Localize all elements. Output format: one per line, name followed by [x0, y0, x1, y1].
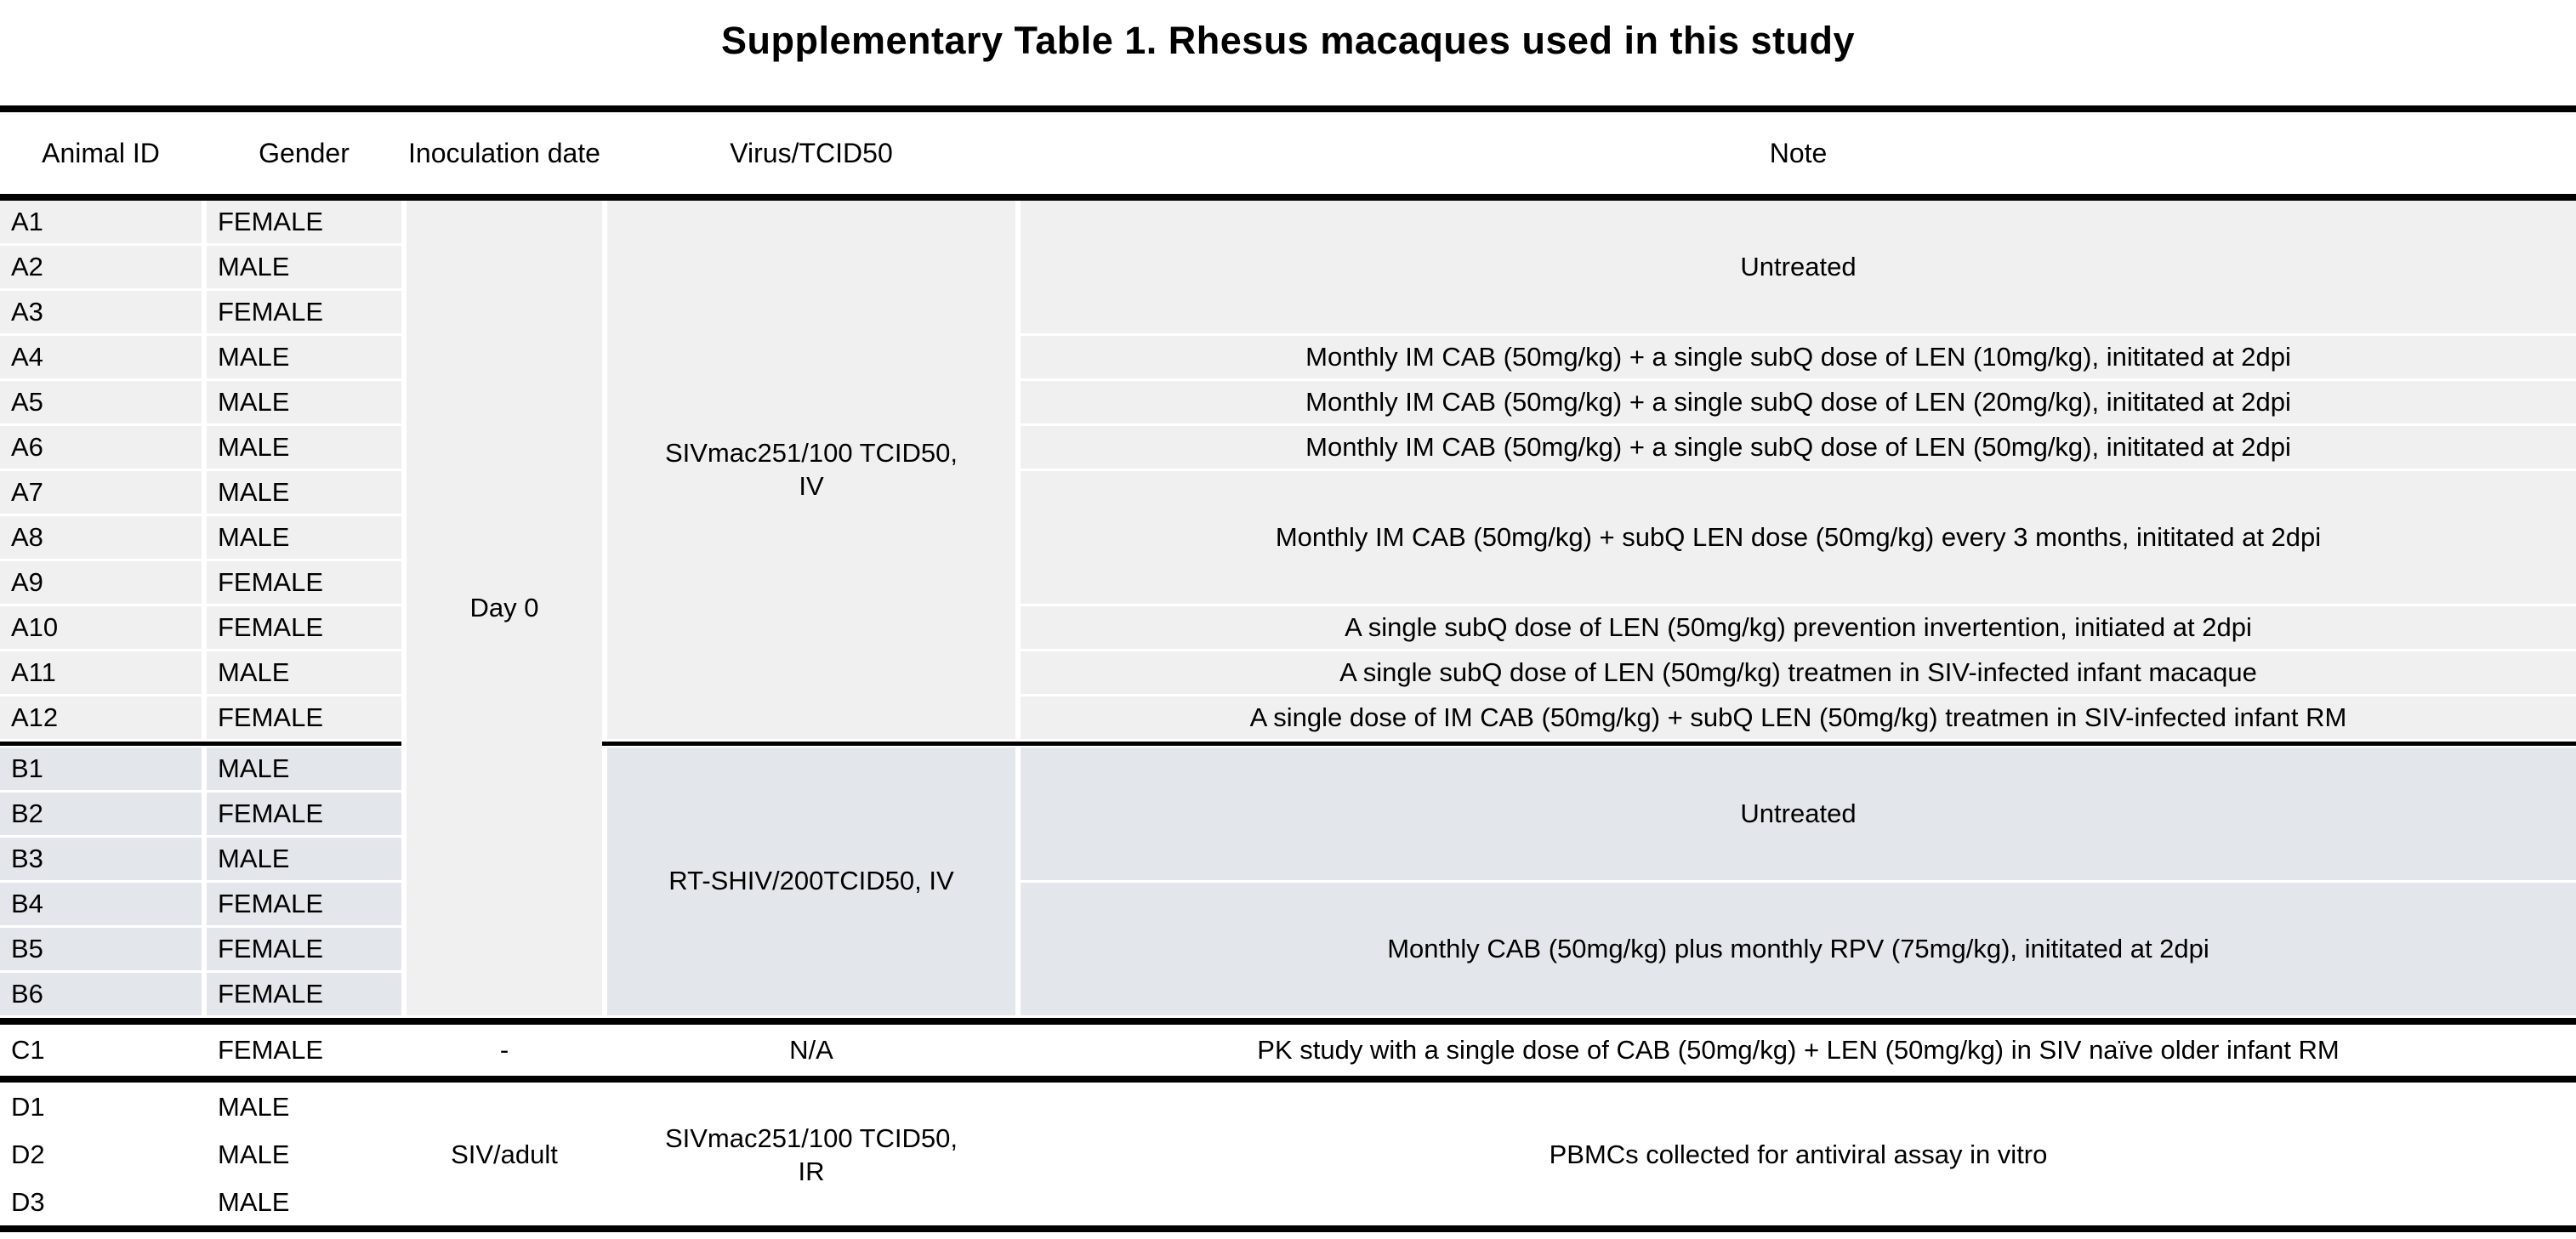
gender-cell: FEMALE [207, 793, 401, 835]
bottom-rule [0, 1225, 2576, 1232]
header-note: Note [1769, 138, 1828, 168]
separator-a-b-left [0, 742, 401, 746]
table-body: A1 FEMALE A2 MALE A3 FEMALE A4 MALE A5 M… [0, 201, 2576, 1232]
inoculation-date-cell-d: SIV/adult [451, 1140, 558, 1170]
animal-id-cell: A1 [0, 201, 202, 243]
gender-cell: FEMALE [207, 606, 401, 649]
gender-cell: MALE [207, 426, 401, 469]
note-cell-b1-b3: Untreated [1021, 747, 2576, 880]
animal-id-cell: A4 [0, 336, 202, 378]
note-cell-a10: A single subQ dose of LEN (50mg/kg) prev… [1021, 606, 2576, 649]
animal-id-cell: A6 [0, 426, 202, 469]
gender-cell: MALE [207, 246, 401, 288]
gender-cell: MALE [207, 381, 401, 423]
virus-cell-d: SIVmac251/100 TCID50, IR [664, 1122, 958, 1186]
note-cell-a6: Monthly IM CAB (50mg/kg) + a single subQ… [1021, 426, 2576, 469]
note-cell-a1-a3: Untreated [1021, 201, 2576, 333]
gender-cell: MALE [207, 516, 401, 559]
virus-cell-b: RT-SHIV/200TCID50, IV [607, 747, 1015, 1015]
table-header-row: Animal ID Gender Inoculation date Virus/… [0, 112, 2576, 194]
note-cell-a7-a9: Monthly IM CAB (50mg/kg) + subQ LEN dose… [1021, 471, 2576, 604]
virus-cell-a: SIVmac251/100 TCID50, IV [607, 201, 1015, 739]
note-cell-a4: Monthly IM CAB (50mg/kg) + a single subQ… [1021, 336, 2576, 378]
animal-id-cell: A5 [0, 381, 202, 423]
macaques-table: Animal ID Gender Inoculation date Virus/… [0, 105, 2576, 1232]
animal-id-cell: B4 [0, 883, 202, 925]
animal-id-cell: B3 [0, 838, 202, 880]
animal-id-cell: B2 [0, 793, 202, 835]
note-cell-a12: A single dose of IM CAB (50mg/kg) + subQ… [1021, 696, 2576, 739]
note-cell-d1-d3: PBMCs collected for antiviral assay in v… [1549, 1140, 2048, 1170]
gender-cell: MALE [207, 651, 401, 694]
top-rule [0, 105, 2576, 112]
animal-id-cell: D3 [11, 1187, 45, 1218]
animal-id-cell: A10 [0, 606, 202, 649]
inoculation-date-cell-c: - [499, 1034, 509, 1065]
animal-id-cell: B1 [0, 747, 202, 790]
note-cell-c1: PK study with a single dose of CAB (50mg… [1257, 1034, 2340, 1065]
animal-id-cell: A9 [0, 561, 202, 604]
animal-id-cell: B6 [0, 973, 202, 1015]
separator-c-d [0, 1076, 2576, 1083]
gender-cell: FEMALE [207, 696, 401, 739]
animal-id-cell: A11 [0, 651, 202, 694]
gender-cell: FEMALE [207, 928, 401, 970]
gender-cell: MALE [218, 1092, 290, 1122]
table-title: Supplementary Table 1. Rhesus macaques u… [720, 19, 1856, 62]
separator-a-b-right [602, 742, 2576, 746]
gender-cell: FEMALE [207, 973, 401, 1015]
gender-cell: FEMALE [218, 1034, 324, 1065]
inoculation-date-cell-ab: Day 0 [407, 201, 602, 1015]
gender-cell: FEMALE [207, 561, 401, 604]
animal-id-cell: B5 [0, 928, 202, 970]
note-cell-a5: Monthly IM CAB (50mg/kg) + a single subQ… [1021, 381, 2576, 423]
animal-id-cell: D2 [11, 1140, 45, 1170]
animal-id-cell: D1 [11, 1092, 45, 1122]
gender-cell: FEMALE [207, 883, 401, 925]
animal-id-cell: A8 [0, 516, 202, 559]
animal-id-cell: A2 [0, 246, 202, 288]
gender-cell: MALE [207, 838, 401, 880]
gender-cell: MALE [218, 1187, 290, 1218]
gender-cell: FEMALE [207, 291, 401, 333]
animal-id-cell: A12 [0, 696, 202, 739]
gender-cell: MALE [218, 1140, 290, 1170]
animal-id-cell: A3 [0, 291, 202, 333]
gender-cell: FEMALE [207, 201, 401, 243]
header-virus: Virus/TCID50 [730, 138, 893, 168]
table-body-grid: A1 FEMALE A2 MALE A3 FEMALE A4 MALE A5 M… [0, 201, 2576, 1225]
animal-id-cell: A7 [0, 471, 202, 514]
header-inoculation-date: Inoculation date [408, 138, 600, 168]
header-animal-id: Animal ID [42, 138, 160, 168]
virus-cell-c: N/A [789, 1034, 833, 1065]
note-cell-a11: A single subQ dose of LEN (50mg/kg) trea… [1021, 651, 2576, 694]
gender-cell: MALE [207, 471, 401, 514]
gender-cell: MALE [207, 747, 401, 790]
animal-id-cell: C1 [11, 1034, 45, 1065]
gender-cell: MALE [207, 336, 401, 378]
header-rule [0, 194, 2576, 201]
separator-b-c [0, 1018, 2576, 1025]
header-gender: Gender [259, 138, 350, 168]
note-cell-b4-b6: Monthly CAB (50mg/kg) plus monthly RPV (… [1021, 883, 2576, 1015]
